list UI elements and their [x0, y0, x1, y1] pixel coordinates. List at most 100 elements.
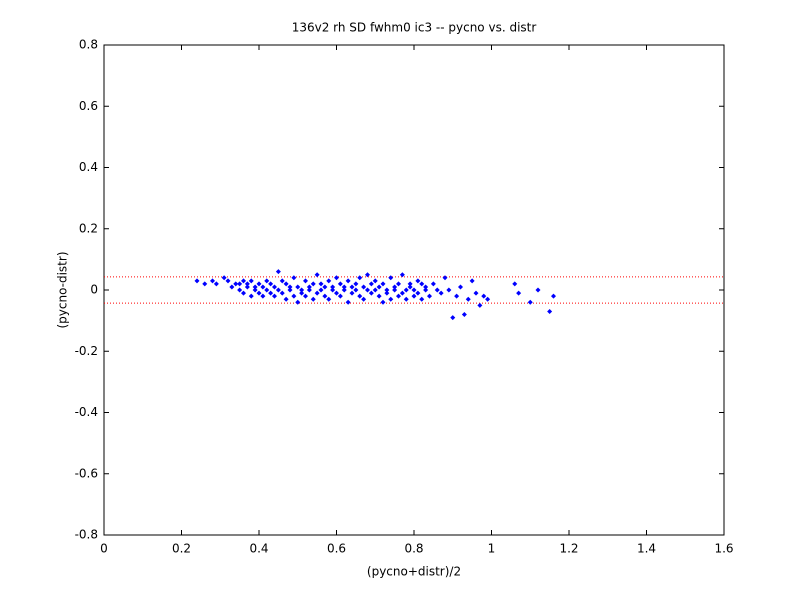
data-point: [330, 284, 336, 290]
data-point: [481, 293, 487, 299]
y-tick-label: -0.8: [75, 528, 98, 542]
data-point: [295, 299, 301, 305]
data-point: [388, 275, 394, 281]
data-point: [237, 281, 243, 287]
data-point: [469, 278, 475, 284]
data-point: [287, 287, 293, 293]
data-point: [516, 290, 522, 296]
data-point: [353, 281, 359, 287]
data-point: [295, 284, 301, 290]
data-point: [345, 299, 351, 305]
data-point: [551, 293, 556, 299]
data-point: [427, 293, 432, 299]
data-point: [473, 290, 479, 296]
y-tick-label: -0.4: [75, 405, 98, 419]
data-point: [241, 278, 246, 284]
data-point: [287, 284, 293, 290]
data-point: [419, 296, 425, 302]
x-tick-label: 1.4: [637, 542, 656, 556]
data-point: [357, 293, 363, 299]
data-point: [458, 284, 463, 290]
data-point: [411, 293, 417, 299]
data-point: [279, 290, 285, 296]
data-point: [415, 278, 421, 284]
data-point: [399, 290, 405, 296]
x-axis-label: (pycno+distr)/2: [367, 565, 461, 579]
data-point: [396, 281, 401, 287]
y-tick-label: -0.6: [75, 466, 98, 480]
data-point: [334, 275, 339, 281]
data-point: [372, 287, 378, 293]
data-point: [330, 287, 336, 293]
data-point: [194, 278, 200, 284]
y-tick-label: -0.2: [75, 344, 98, 358]
data-point: [461, 312, 467, 317]
data-point: [264, 278, 270, 284]
data-point: [438, 290, 444, 296]
data-point: [237, 287, 243, 293]
data-point: [268, 290, 274, 296]
data-point: [283, 296, 289, 302]
data-point: [423, 287, 429, 293]
data-point: [252, 284, 258, 290]
data-point: [349, 284, 355, 290]
data-point: [485, 296, 491, 302]
data-point: [376, 293, 382, 299]
data-point: [361, 296, 367, 302]
data-point: [403, 296, 409, 302]
data-point: [454, 293, 460, 299]
x-tick-label: 0.2: [172, 542, 191, 556]
data-point: [380, 281, 386, 287]
data-point: [365, 272, 370, 278]
data-point: [256, 290, 262, 296]
data-point: [241, 290, 246, 296]
data-point: [264, 287, 270, 293]
data-point: [477, 302, 483, 308]
data-point: [380, 299, 386, 305]
data-point: [326, 278, 332, 284]
data-point: [407, 281, 413, 287]
data-point: [310, 281, 316, 287]
data-point: [430, 281, 436, 287]
data-point: [291, 293, 297, 299]
data-point: [310, 296, 316, 302]
data-point: [213, 281, 219, 287]
data-point: [272, 293, 277, 299]
data-point: [512, 281, 518, 287]
data-point: [252, 287, 258, 293]
data-point: [299, 290, 305, 296]
x-tick-label: 0.8: [404, 542, 423, 556]
data-point: [318, 287, 324, 293]
data-point: [349, 290, 355, 296]
data-point: [322, 284, 328, 290]
data-point: [465, 296, 471, 302]
data-point: [365, 287, 370, 293]
data-point: [306, 284, 312, 290]
data-point: [341, 284, 347, 290]
data-point: [303, 278, 308, 284]
data-point: [353, 287, 359, 293]
y-axis-label: (pycno-distr): [56, 251, 70, 328]
data-point: [268, 281, 274, 287]
data-point: [248, 293, 254, 299]
data-point: [368, 281, 374, 287]
data-point: [423, 284, 429, 290]
data-point: [337, 293, 343, 299]
x-tick-label: 1: [488, 542, 496, 556]
data-point: [547, 308, 553, 314]
y-tick-label: 0: [90, 283, 98, 297]
data-point: [403, 287, 409, 293]
x-tick-label: 0.6: [327, 542, 346, 556]
data-point: [272, 284, 277, 290]
data-point: [322, 293, 328, 299]
data-point: [314, 290, 320, 296]
chart-title: 136v2 rh SD fwhm0 ic3 -- pycno vs. distr: [292, 21, 537, 35]
data-point: [384, 287, 390, 293]
data-point: [345, 278, 351, 284]
y-tick-label: 0.6: [79, 99, 98, 113]
data-point: [244, 284, 250, 290]
data-point: [372, 278, 378, 284]
data-point: [388, 296, 394, 302]
